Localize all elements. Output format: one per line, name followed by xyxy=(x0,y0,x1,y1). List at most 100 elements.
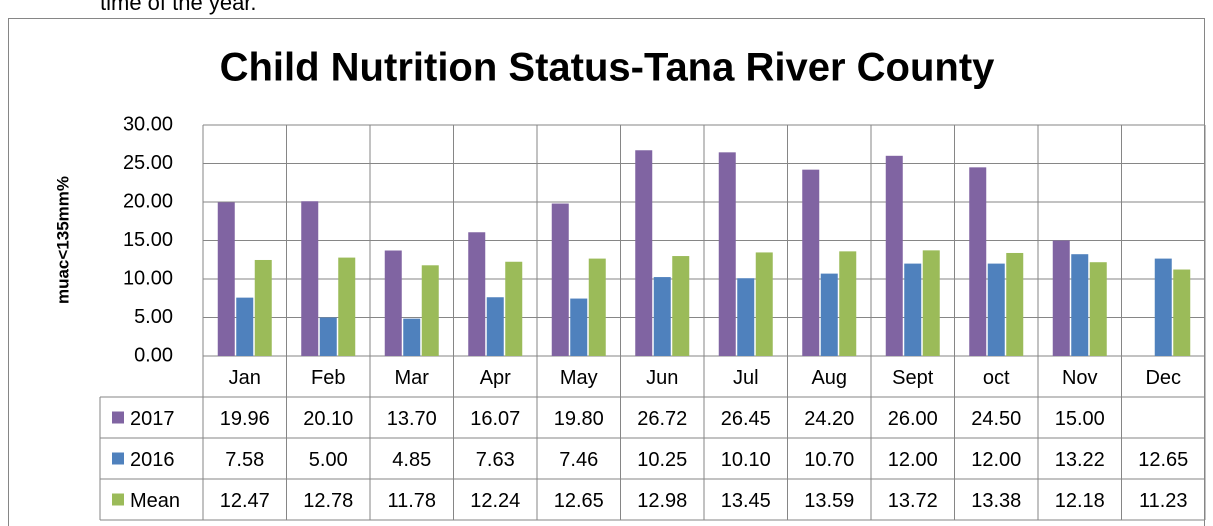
table-value: 11.23 xyxy=(1139,490,1188,512)
legend-key xyxy=(112,452,124,465)
bar xyxy=(839,251,857,356)
bar xyxy=(319,317,337,356)
table-value: 12.18 xyxy=(1055,490,1105,512)
bar xyxy=(254,259,272,356)
table-value: 20.10 xyxy=(303,408,353,430)
table-value: 19.96 xyxy=(220,408,270,430)
bar xyxy=(755,252,773,356)
bar xyxy=(468,232,486,356)
bar xyxy=(820,273,838,356)
table-value: 7.46 xyxy=(559,449,598,471)
x-tick-label: May xyxy=(560,367,598,389)
table-value: 5.00 xyxy=(309,449,348,471)
y-tick-label: 10.00 xyxy=(123,267,173,289)
bar xyxy=(737,278,755,356)
table-value: 12.78 xyxy=(303,490,353,512)
x-tick-label: oct xyxy=(983,367,1010,389)
bar xyxy=(922,250,940,356)
intro-text: time of the year. xyxy=(100,0,257,15)
bar xyxy=(421,265,439,356)
bar xyxy=(885,155,903,356)
table-value: 13.38 xyxy=(971,490,1021,512)
table-value: 26.72 xyxy=(637,408,687,430)
bar xyxy=(384,250,402,356)
bar xyxy=(1052,240,1070,356)
table-value: 10.70 xyxy=(804,449,854,471)
legend-label: 2016 xyxy=(130,449,175,471)
bar xyxy=(1154,258,1172,356)
x-tick-label: Jun xyxy=(646,367,678,389)
table-value: 7.58 xyxy=(225,449,264,471)
table-value: 11.78 xyxy=(387,490,436,512)
x-tick-label: Jan xyxy=(229,367,261,389)
bar xyxy=(338,257,356,356)
bar xyxy=(672,256,690,356)
table-value: 16.07 xyxy=(470,408,520,430)
bar xyxy=(969,167,987,356)
x-tick-label: Mar xyxy=(395,367,430,389)
table-value: 24.50 xyxy=(971,408,1021,430)
bar xyxy=(301,201,319,356)
table-value: 19.80 xyxy=(554,408,604,430)
x-tick-label: Nov xyxy=(1062,367,1098,389)
bar xyxy=(904,263,922,356)
table-value: 4.85 xyxy=(392,449,431,471)
bar xyxy=(588,258,606,356)
bar xyxy=(653,277,671,356)
table-value: 13.59 xyxy=(804,490,854,512)
table-value: 12.98 xyxy=(637,490,687,512)
x-tick-label: Feb xyxy=(311,367,345,389)
bar xyxy=(505,261,523,356)
table-value: 13.72 xyxy=(888,490,938,512)
table-value: 12.65 xyxy=(554,490,604,512)
legend-label: Mean xyxy=(130,490,180,512)
x-tick-label: Apr xyxy=(480,367,511,389)
table-value: 24.20 xyxy=(804,408,854,430)
y-tick-label: 25.00 xyxy=(123,152,173,174)
bar xyxy=(802,169,820,356)
bar xyxy=(1071,254,1089,356)
bar xyxy=(217,202,235,356)
table-value: 15.00 xyxy=(1055,408,1105,430)
x-tick-label: Jul xyxy=(733,367,759,389)
table-value: 10.25 xyxy=(637,449,687,471)
y-tick-label: 15.00 xyxy=(123,229,173,251)
y-tick-label: 5.00 xyxy=(134,306,173,328)
table-value: 12.65 xyxy=(1138,449,1188,471)
chart-border xyxy=(8,18,1205,526)
x-tick-label: Aug xyxy=(811,367,847,389)
bar xyxy=(1173,269,1191,356)
y-tick-label: 30.00 xyxy=(123,113,173,135)
legend-label: 2017 xyxy=(130,408,175,430)
y-tick-label: 20.00 xyxy=(123,190,173,212)
table-value: 12.47 xyxy=(220,490,270,512)
table-value: 7.63 xyxy=(476,449,515,471)
y-axis-label: muac<135mm% xyxy=(53,176,72,304)
bar xyxy=(1089,262,1107,356)
bar xyxy=(718,152,736,356)
bar xyxy=(236,297,254,356)
legend-key xyxy=(112,411,124,424)
x-tick-label: Dec xyxy=(1145,367,1181,389)
table-value: 12.00 xyxy=(971,449,1021,471)
legend-key xyxy=(112,493,124,506)
table-value: 13.22 xyxy=(1055,449,1105,471)
bar xyxy=(570,298,588,356)
bar xyxy=(486,297,504,356)
x-tick-label: Sept xyxy=(892,367,934,389)
table-value: 13.45 xyxy=(721,490,771,512)
table-value: 10.10 xyxy=(721,449,771,471)
table-value: 26.45 xyxy=(721,408,771,430)
table-value: 12.24 xyxy=(470,490,520,512)
bar xyxy=(1006,252,1024,356)
bar xyxy=(635,150,653,356)
chart-title: Child Nutrition Status-Tana River County xyxy=(220,46,996,90)
bar xyxy=(403,318,421,356)
y-tick-label: 0.00 xyxy=(134,344,173,366)
table-value: 12.00 xyxy=(888,449,938,471)
table-value: 13.70 xyxy=(387,408,437,430)
bar xyxy=(551,203,569,356)
table-value: 26.00 xyxy=(888,408,938,430)
bar xyxy=(987,263,1005,356)
